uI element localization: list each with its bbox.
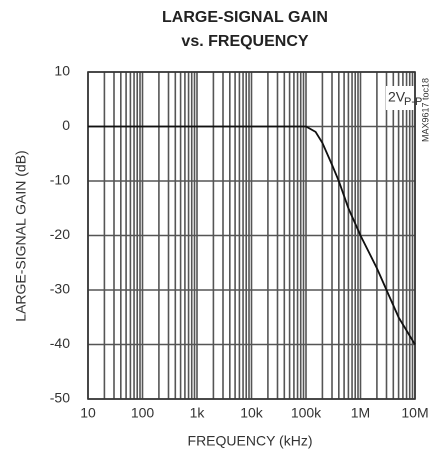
annotation-subscript: P-P [404, 96, 422, 108]
x-axis-label: FREQUENCY (kHz) [188, 433, 313, 449]
y-tick-label: -50 [50, 390, 70, 406]
y-tick-label: -10 [50, 172, 70, 188]
y-tick-label: 10 [54, 63, 70, 79]
y-tick-label: 0 [62, 117, 70, 133]
series-line [88, 125, 416, 345]
annotation-bg [386, 86, 414, 110]
plot-frame [87, 71, 416, 400]
x-tick-label: 100k [291, 405, 322, 421]
side-note: MAX9617 toc18 [420, 78, 430, 142]
x-tick-label: 10 [80, 405, 96, 421]
y-tick-label: -20 [50, 226, 70, 242]
chart-subtitle: vs. FREQUENCY [181, 33, 308, 50]
y-axis-label: LARGE-SIGNAL GAIN (dB) [13, 150, 29, 321]
x-tick-label: 1M [351, 405, 370, 421]
y-tick-label: -40 [50, 335, 70, 351]
annotation: 2V [388, 89, 406, 105]
x-tick-label: 10k [240, 405, 264, 421]
y-tick-label: -30 [50, 281, 70, 297]
x-tick-label: 1k [190, 405, 206, 421]
chart-title: LARGE-SIGNAL GAIN [162, 9, 328, 26]
x-tick-label: 10M [401, 405, 428, 421]
x-tick-label: 100 [131, 405, 155, 421]
